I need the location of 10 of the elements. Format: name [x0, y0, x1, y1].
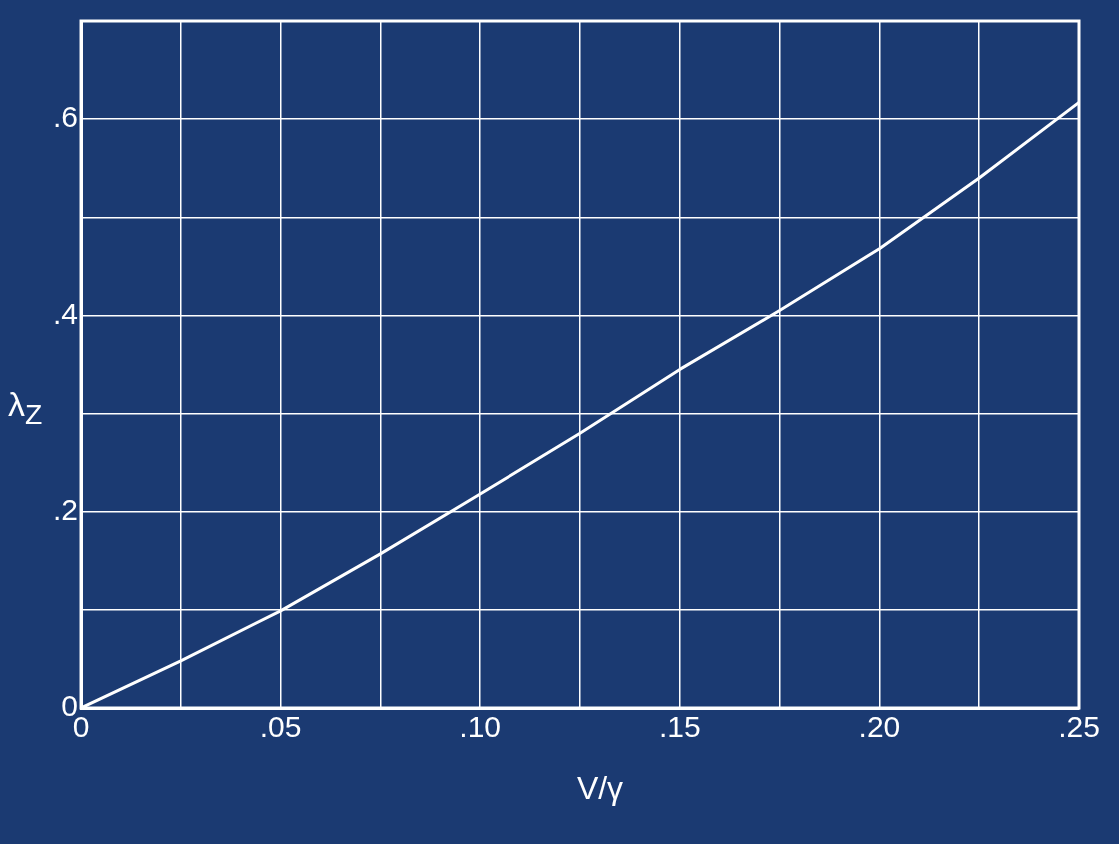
- y-tick-label: .2: [52, 492, 79, 526]
- x-tick-label: .25: [1058, 710, 1100, 744]
- x-tick-label: .10: [459, 710, 502, 744]
- y-tick-label: .4: [52, 296, 79, 330]
- x-tick-label: .20: [858, 710, 901, 744]
- x-axis-title: V/γ: [576, 770, 624, 807]
- y-axis-title: λ$_{Z}$: [8, 385, 43, 431]
- y-tick-label: .6: [52, 100, 79, 134]
- x-tick-label: .15: [658, 710, 701, 744]
- x-tick-label: .05: [259, 710, 302, 744]
